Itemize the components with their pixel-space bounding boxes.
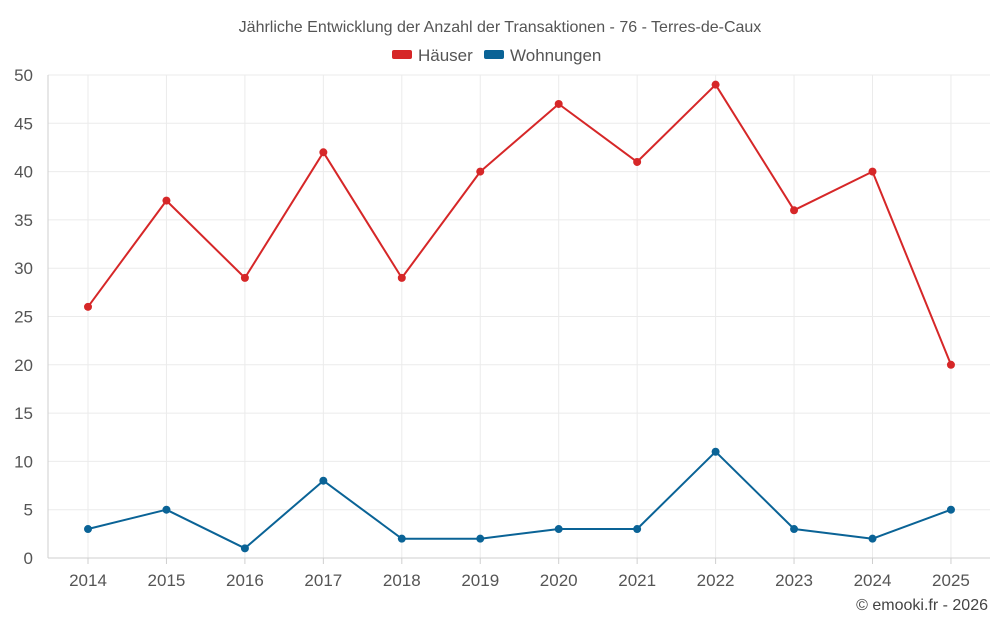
legend-label-haeuser: Häuser: [418, 46, 473, 65]
x-tick-label: 2020: [540, 571, 578, 590]
y-tick-label: 40: [14, 163, 33, 182]
series-line: [87, 450, 952, 550]
data-point[interactable]: [319, 148, 328, 157]
y-tick-label: 10: [14, 452, 33, 471]
y-tick-label: 0: [24, 549, 33, 568]
data-point[interactable]: [397, 534, 406, 543]
x-tick-label: 2021: [618, 571, 656, 590]
data-point[interactable]: [476, 167, 485, 176]
series-line: [87, 83, 952, 366]
x-tick-label: 2022: [697, 571, 735, 590]
x-tick-label: 2016: [226, 571, 264, 590]
y-tick-label: 15: [14, 404, 33, 423]
y-tick-label: 30: [14, 259, 33, 278]
data-point[interactable]: [868, 534, 877, 543]
legend-swatch-wohnungen: [484, 50, 504, 59]
data-point[interactable]: [476, 534, 485, 543]
x-tick-label: 2017: [304, 571, 342, 590]
data-point[interactable]: [240, 273, 249, 282]
y-tick-label: 50: [14, 66, 33, 85]
data-point[interactable]: [84, 302, 92, 311]
data-point[interactable]: [946, 360, 955, 369]
chart-title: Jährliche Entwicklung der Anzahl der Tra…: [239, 19, 762, 36]
x-tick-label: 2018: [383, 571, 421, 590]
credit: © emooki.fr - 2026: [856, 597, 988, 614]
grid: [48, 74, 990, 558]
legend-swatch-haeuser: [392, 50, 412, 59]
y-tick-label: 25: [14, 308, 33, 327]
y-tick-label: 20: [14, 356, 33, 375]
x-tick-label: 2015: [148, 571, 186, 590]
data-point[interactable]: [84, 525, 92, 534]
data-point[interactable]: [711, 80, 720, 89]
x-tick-label: 2025: [932, 571, 970, 590]
data-point[interactable]: [711, 447, 720, 456]
data-point[interactable]: [397, 273, 406, 282]
series-0: [84, 80, 955, 369]
data-point[interactable]: [240, 544, 249, 553]
data-point[interactable]: [633, 525, 642, 534]
x-tick-label: 2024: [854, 571, 892, 590]
data-point[interactable]: [790, 525, 799, 534]
data-point[interactable]: [554, 525, 563, 534]
y-tick-label: 35: [14, 211, 33, 230]
x-tick-label: 2019: [461, 571, 499, 590]
data-point[interactable]: [790, 206, 799, 215]
legend-label-wohnungen: Wohnungen: [510, 46, 601, 65]
data-point[interactable]: [162, 505, 171, 514]
series-1: [84, 447, 955, 553]
data-point[interactable]: [633, 157, 642, 166]
y-tick-label: 45: [14, 114, 33, 133]
data-point[interactable]: [162, 196, 171, 205]
y-tick-label: 5: [24, 501, 33, 520]
legend: Häuser Wohnungen: [392, 46, 601, 65]
series: [84, 80, 955, 553]
data-point[interactable]: [868, 167, 877, 176]
legend-item-wohnungen[interactable]: Wohnungen: [484, 46, 601, 65]
x-tick-label: 2023: [775, 571, 813, 590]
data-point[interactable]: [946, 505, 955, 514]
data-point[interactable]: [554, 99, 563, 108]
data-point[interactable]: [319, 476, 328, 485]
x-tick-label: 2014: [69, 571, 107, 590]
legend-item-haeuser[interactable]: Häuser: [392, 46, 473, 65]
